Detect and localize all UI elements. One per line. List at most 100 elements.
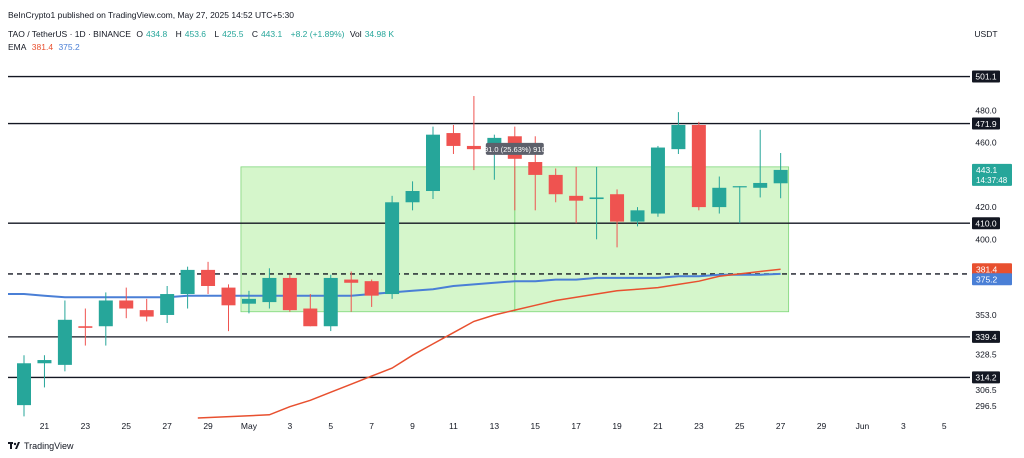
price-tag bbox=[972, 273, 1012, 286]
candle-body bbox=[569, 195, 584, 201]
x-tick-label: 7 bbox=[369, 421, 374, 431]
x-tick-label: 23 bbox=[694, 421, 704, 431]
symbol-label[interactable]: TAO / TetherUS · 1D · BINANCE bbox=[8, 29, 131, 39]
candle-body bbox=[610, 194, 625, 222]
x-tick-label: 27 bbox=[162, 421, 172, 431]
candle-body bbox=[753, 182, 768, 188]
candle-body bbox=[528, 162, 543, 175]
price-tag bbox=[972, 163, 1012, 186]
ohlc-change: +8.2 (+1.89%) bbox=[290, 29, 345, 39]
y-tick-label: 420.0 bbox=[975, 202, 997, 212]
x-tick-label: 3 bbox=[287, 421, 292, 431]
candle-body bbox=[17, 363, 31, 406]
x-tick-label: 5 bbox=[942, 421, 947, 431]
x-tick-label: 27 bbox=[776, 421, 786, 431]
x-tick-label: 15 bbox=[531, 421, 541, 431]
x-tick-label: 3 bbox=[901, 421, 906, 431]
candle-body bbox=[630, 210, 645, 222]
ohlc-close: C 443.1 bbox=[251, 29, 283, 39]
y-tick-label: 480.0 bbox=[975, 106, 997, 116]
candle-body bbox=[671, 125, 686, 150]
candle-body bbox=[262, 277, 277, 303]
candle-body bbox=[241, 298, 256, 304]
level-label: 314.2 bbox=[975, 373, 997, 383]
x-tick-label: 29 bbox=[817, 421, 827, 431]
x-tick-label: 21 bbox=[653, 421, 663, 431]
candle-body bbox=[548, 174, 563, 195]
candle-body bbox=[57, 319, 72, 365]
countdown-label: 14:37:48 bbox=[976, 176, 1008, 185]
tradingview-logo-icon bbox=[8, 442, 20, 449]
price-tag-label: 443.1 bbox=[976, 165, 998, 175]
ema-label[interactable]: EMA bbox=[8, 42, 27, 52]
x-tick-label: Jun bbox=[856, 421, 870, 431]
ema-fast-value: 381.4 bbox=[31, 42, 54, 52]
level-tag bbox=[972, 217, 1000, 230]
candle-body bbox=[160, 294, 175, 315]
candle-body bbox=[37, 360, 52, 364]
candle-body bbox=[323, 277, 338, 327]
candle-body bbox=[201, 269, 216, 286]
candle-body bbox=[732, 186, 747, 188]
ema-fast-line bbox=[197, 268, 781, 419]
price-tag-label: 375.2 bbox=[976, 274, 998, 284]
level-tag bbox=[972, 117, 1000, 130]
candle-body bbox=[221, 287, 236, 306]
candle-body bbox=[691, 125, 706, 208]
x-tick-label: May bbox=[241, 421, 258, 431]
candle-body bbox=[426, 134, 440, 192]
x-tick-label: 19 bbox=[612, 421, 622, 431]
candle-body bbox=[98, 300, 113, 327]
x-tick-label: 9 bbox=[410, 421, 415, 431]
x-tick-label: 25 bbox=[735, 421, 745, 431]
x-tick-label: 17 bbox=[571, 421, 581, 431]
candle-body bbox=[180, 269, 195, 295]
level-tag bbox=[972, 371, 1000, 384]
candle-body bbox=[303, 308, 318, 327]
x-tick-label: 29 bbox=[203, 421, 213, 431]
ohlc-low: L 425.5 bbox=[214, 29, 244, 39]
y-tick-label: 296.5 bbox=[975, 401, 997, 411]
candle-body bbox=[773, 169, 788, 184]
y-tick-label: 400.0 bbox=[975, 234, 997, 244]
candle-body bbox=[650, 147, 665, 214]
volume: Vol 34.98 K bbox=[349, 29, 394, 39]
x-tick-label: 25 bbox=[122, 421, 132, 431]
candle-body bbox=[282, 277, 297, 311]
candle-body bbox=[405, 191, 420, 203]
symbol-line: TAO / TetherUS · 1D · BINANCE O 434.8 H 45… bbox=[8, 29, 400, 39]
level-tag bbox=[972, 330, 1000, 343]
footer-brand-label: TradingView bbox=[24, 441, 74, 451]
level-label: 339.4 bbox=[975, 332, 997, 342]
level-tag bbox=[972, 70, 1000, 83]
price-tag bbox=[972, 263, 1012, 276]
candle-body bbox=[139, 310, 154, 317]
ema-line: EMA 381.4 375.2 bbox=[8, 42, 83, 52]
level-label: 501.1 bbox=[975, 72, 997, 82]
footer-brand[interactable]: TradingView bbox=[8, 441, 74, 451]
candle-body bbox=[364, 281, 379, 296]
candle-body bbox=[78, 326, 93, 328]
currency-label: USDT bbox=[974, 29, 997, 39]
candle-body bbox=[466, 145, 481, 150]
y-tick-label: 306.5 bbox=[975, 385, 997, 395]
x-tick-label: 23 bbox=[81, 421, 91, 431]
x-tick-label: 13 bbox=[490, 421, 500, 431]
y-tick-label: 328.5 bbox=[975, 349, 997, 359]
ema-slow-value: 375.2 bbox=[58, 42, 80, 52]
y-tick-label: 353.0 bbox=[975, 310, 997, 320]
level-label: 471.9 bbox=[975, 119, 997, 129]
price-tag-label: 381.4 bbox=[976, 264, 998, 274]
level-label: 410.0 bbox=[975, 218, 997, 228]
measure-label: 91.0 (25.63%) 910 bbox=[484, 145, 546, 154]
candle-body bbox=[589, 197, 604, 200]
x-tick-label: 21 bbox=[40, 421, 50, 431]
x-tick-label: 11 bbox=[449, 421, 458, 431]
candle-body bbox=[712, 187, 727, 208]
ohlc-high: H 453.6 bbox=[175, 29, 207, 39]
measure-label-box bbox=[485, 142, 544, 155]
candle-body bbox=[385, 202, 400, 295]
candle-body bbox=[446, 133, 461, 146]
x-tick-label: 5 bbox=[328, 421, 333, 431]
